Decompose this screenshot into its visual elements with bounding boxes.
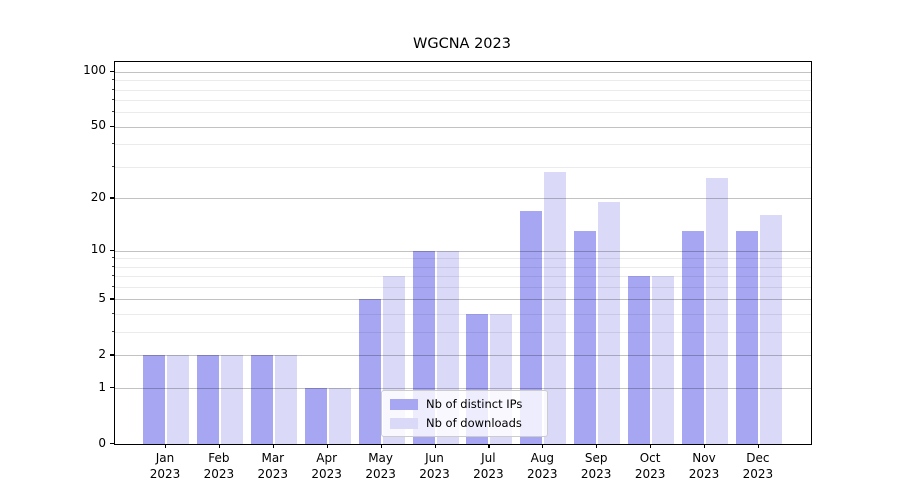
y-tick xyxy=(110,249,114,251)
y-tick-minor xyxy=(111,99,114,101)
y-tick-label: 100 xyxy=(83,63,106,78)
x-tick xyxy=(596,444,598,448)
y-tick-minor xyxy=(111,79,114,81)
x-tick-label: Feb 2023 xyxy=(203,451,235,481)
y-tick-label: 2 xyxy=(98,346,106,361)
chart-title: WGCNA 2023 xyxy=(413,36,511,52)
bar-distinct-ips-mar xyxy=(250,355,273,444)
y-tick-minor xyxy=(111,331,114,333)
bar-distinct-ips-feb xyxy=(196,355,219,444)
y-tick-minor xyxy=(111,111,114,113)
y-tick xyxy=(110,354,114,356)
y-tick-label: 1 xyxy=(98,379,106,394)
plot-area: Nb of distinct IPs Nb of downloads xyxy=(114,61,812,445)
bar-downloads-dec xyxy=(759,215,782,444)
x-tick-label: Dec 2023 xyxy=(742,451,774,481)
y-tick-minor xyxy=(111,165,114,167)
bars-layer xyxy=(115,62,811,444)
x-tick-label: Nov 2023 xyxy=(688,451,720,481)
x-tick-label: May 2023 xyxy=(365,451,396,481)
y-tick xyxy=(110,125,114,127)
y-tick-label: 0 xyxy=(98,435,106,450)
bar-distinct-ips-dec xyxy=(735,231,758,444)
legend-item-downloads: Nb of downloads xyxy=(390,416,539,430)
bar-downloads-mar xyxy=(274,355,297,444)
x-tick-label: Aug 2023 xyxy=(527,451,558,481)
bar-distinct-ips-apr xyxy=(304,388,327,444)
y-tick-label: 10 xyxy=(90,242,106,257)
bar-distinct-ips-oct xyxy=(628,276,651,444)
y-tick-label: 20 xyxy=(90,189,106,204)
x-tick-label: Sep 2023 xyxy=(580,451,612,481)
x-tick xyxy=(704,444,706,448)
y-tick xyxy=(110,70,114,72)
x-tick xyxy=(488,444,490,448)
x-tick xyxy=(434,444,436,448)
x-tick-label: Oct 2023 xyxy=(634,451,666,481)
bar-downloads-apr xyxy=(328,388,351,444)
legend-swatch-distinct-ips xyxy=(390,398,418,410)
x-tick-label: Jun 2023 xyxy=(419,451,450,481)
y-tick-minor xyxy=(111,313,114,315)
bar-downloads-nov xyxy=(706,178,728,444)
y-tick-minor xyxy=(111,265,114,267)
y-tick-minor xyxy=(111,88,114,90)
y-tick-minor xyxy=(111,143,114,145)
y-tick-minor xyxy=(111,257,114,259)
bar-distinct-ips-sep xyxy=(574,231,597,444)
x-tick xyxy=(218,444,221,448)
x-tick xyxy=(650,444,652,448)
bar-distinct-ips-jan xyxy=(143,355,165,444)
y-tick xyxy=(110,443,114,445)
y-tick-label: 5 xyxy=(98,290,106,305)
x-tick xyxy=(272,444,274,448)
y-tick xyxy=(110,197,114,199)
x-tick-label: Apr 2023 xyxy=(311,451,342,481)
bar-downloads-aug xyxy=(544,172,567,444)
legend-label-downloads: Nb of downloads xyxy=(426,416,522,430)
bar-distinct-ips-may xyxy=(358,299,381,444)
x-tick xyxy=(165,444,167,448)
y-tick xyxy=(110,387,114,389)
y-tick-label: 50 xyxy=(90,118,106,133)
bar-downloads-sep xyxy=(598,202,621,444)
bar-distinct-ips-aug xyxy=(520,210,543,444)
legend-swatch-downloads xyxy=(390,417,418,429)
y-tick xyxy=(110,298,114,300)
legend: Nb of distinct IPs Nb of downloads xyxy=(381,390,548,437)
x-tick-label: Jul 2023 xyxy=(473,451,504,481)
y-tick-minor xyxy=(111,286,114,288)
legend-label-distinct-ips: Nb of distinct IPs xyxy=(426,397,523,411)
bar-downloads-jan xyxy=(167,355,189,444)
x-tick-label: Mar 2023 xyxy=(257,451,289,481)
bar-downloads-oct xyxy=(652,276,675,444)
bar-distinct-ips-nov xyxy=(682,231,704,444)
x-tick xyxy=(380,444,382,448)
x-tick xyxy=(326,444,328,448)
legend-item-distinct-ips: Nb of distinct IPs xyxy=(390,397,539,411)
x-tick xyxy=(757,444,760,448)
y-tick-minor xyxy=(111,275,114,277)
bar-downloads-feb xyxy=(220,355,243,444)
x-tick xyxy=(542,444,544,448)
x-tick-label: Jan 2023 xyxy=(149,451,181,481)
